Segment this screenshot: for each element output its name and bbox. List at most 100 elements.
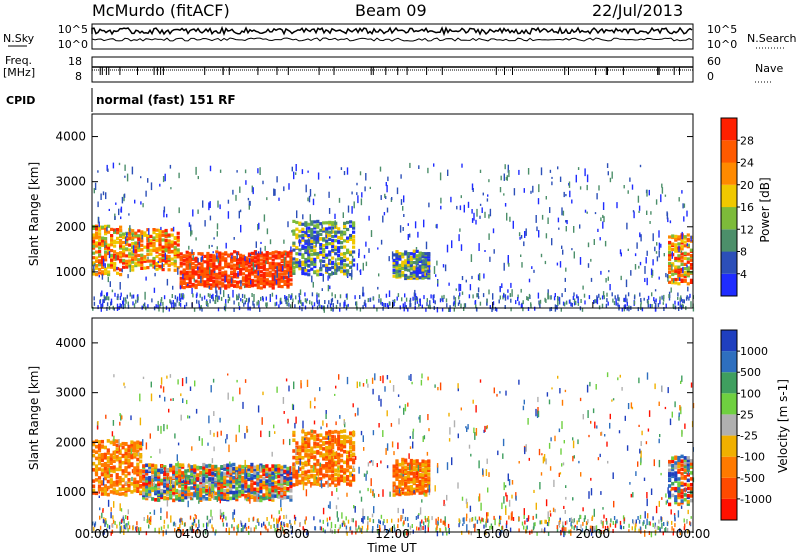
data-cell <box>184 485 188 489</box>
data-cell <box>392 481 396 486</box>
data-speckle <box>644 266 646 274</box>
data-cell <box>307 256 311 260</box>
data-cell <box>415 468 419 472</box>
data-speckle <box>483 429 485 433</box>
data-speckle <box>331 271 333 276</box>
data-cell <box>109 480 113 485</box>
data-cell <box>233 255 237 260</box>
data-speckle <box>471 209 473 214</box>
data-cell <box>310 242 314 246</box>
data-cell <box>316 477 320 481</box>
ground-scatter <box>265 302 267 307</box>
data-cell <box>247 472 251 477</box>
data-cell <box>238 470 242 475</box>
data-cell <box>113 250 117 254</box>
data-speckle <box>502 438 505 447</box>
data-cell <box>134 231 138 235</box>
data-speckle <box>402 508 404 514</box>
data-speckle <box>130 415 132 421</box>
data-speckle <box>327 479 329 488</box>
data-speckle <box>435 274 437 277</box>
data-cell <box>163 465 167 469</box>
data-cell <box>256 277 260 281</box>
ground-scatter <box>641 307 644 312</box>
data-speckle <box>336 264 338 273</box>
data-speckle <box>359 381 361 387</box>
data-cell <box>169 465 173 470</box>
ground-scatter <box>611 292 613 297</box>
data-cell <box>121 471 125 476</box>
ground-scatter <box>180 293 183 298</box>
data-cell <box>220 485 224 489</box>
data-speckle <box>217 200 219 208</box>
data-speckle <box>465 426 467 429</box>
data-cell <box>331 445 335 450</box>
data-speckle <box>655 251 658 254</box>
data-cell <box>271 467 275 472</box>
data-cell <box>289 498 293 502</box>
data-cell <box>412 459 416 464</box>
data-cell <box>340 458 344 463</box>
data-speckle <box>188 222 191 227</box>
data-speckle <box>643 297 645 301</box>
data-cell <box>310 253 314 257</box>
ground-scatter <box>627 292 630 297</box>
data-cell <box>157 470 161 475</box>
ground-scatter <box>198 303 200 308</box>
ground-scatter <box>615 301 617 306</box>
data-speckle <box>311 275 313 283</box>
data-speckle <box>559 388 561 394</box>
data-cell <box>250 494 254 499</box>
data-cell <box>283 272 287 276</box>
data-cell <box>250 469 254 473</box>
ground-scatter <box>295 295 297 300</box>
data-cell <box>307 253 311 257</box>
data-cell <box>182 258 186 262</box>
data-cell <box>106 439 110 443</box>
data-speckle <box>371 513 374 518</box>
data-cell <box>247 477 251 482</box>
data-cell <box>265 273 269 278</box>
data-speckle <box>283 239 285 244</box>
data-speckle <box>364 186 366 192</box>
data-speckle <box>511 511 513 519</box>
data-speckle <box>646 277 648 286</box>
data-speckle <box>370 460 372 463</box>
data-speckle <box>213 237 215 240</box>
ground-scatter <box>154 527 156 532</box>
data-speckle <box>436 463 439 468</box>
data-cell <box>421 468 425 472</box>
data-speckle <box>645 441 648 445</box>
data-speckle <box>653 300 656 304</box>
data-speckle <box>183 473 185 478</box>
data-cell <box>92 442 96 447</box>
data-cell <box>346 227 350 232</box>
data-cell <box>328 463 332 467</box>
data-cell <box>674 243 678 247</box>
ground-scatter <box>441 307 444 312</box>
ground-scatter <box>673 305 675 310</box>
ground-scatter <box>385 293 388 298</box>
data-speckle <box>606 372 609 378</box>
data-cell <box>169 490 173 494</box>
data-cell <box>212 284 216 288</box>
data-cell <box>118 492 122 496</box>
data-cell <box>161 247 165 251</box>
data-speckle <box>459 284 462 291</box>
data-speckle <box>359 171 362 176</box>
data-speckle <box>169 164 172 169</box>
data-cell <box>259 279 263 283</box>
data-speckle <box>164 396 166 402</box>
data-speckle <box>541 453 543 456</box>
data-speckle <box>252 300 254 306</box>
ground-scatter <box>269 294 271 298</box>
data-speckle <box>503 496 505 504</box>
data-speckle <box>231 255 233 259</box>
data-speckle <box>640 456 642 464</box>
data-speckle <box>236 294 238 301</box>
data-cell <box>686 233 690 237</box>
data-speckle <box>161 464 163 468</box>
ground-scatter <box>474 300 477 304</box>
data-cell <box>349 454 353 458</box>
data-cell <box>244 262 249 266</box>
